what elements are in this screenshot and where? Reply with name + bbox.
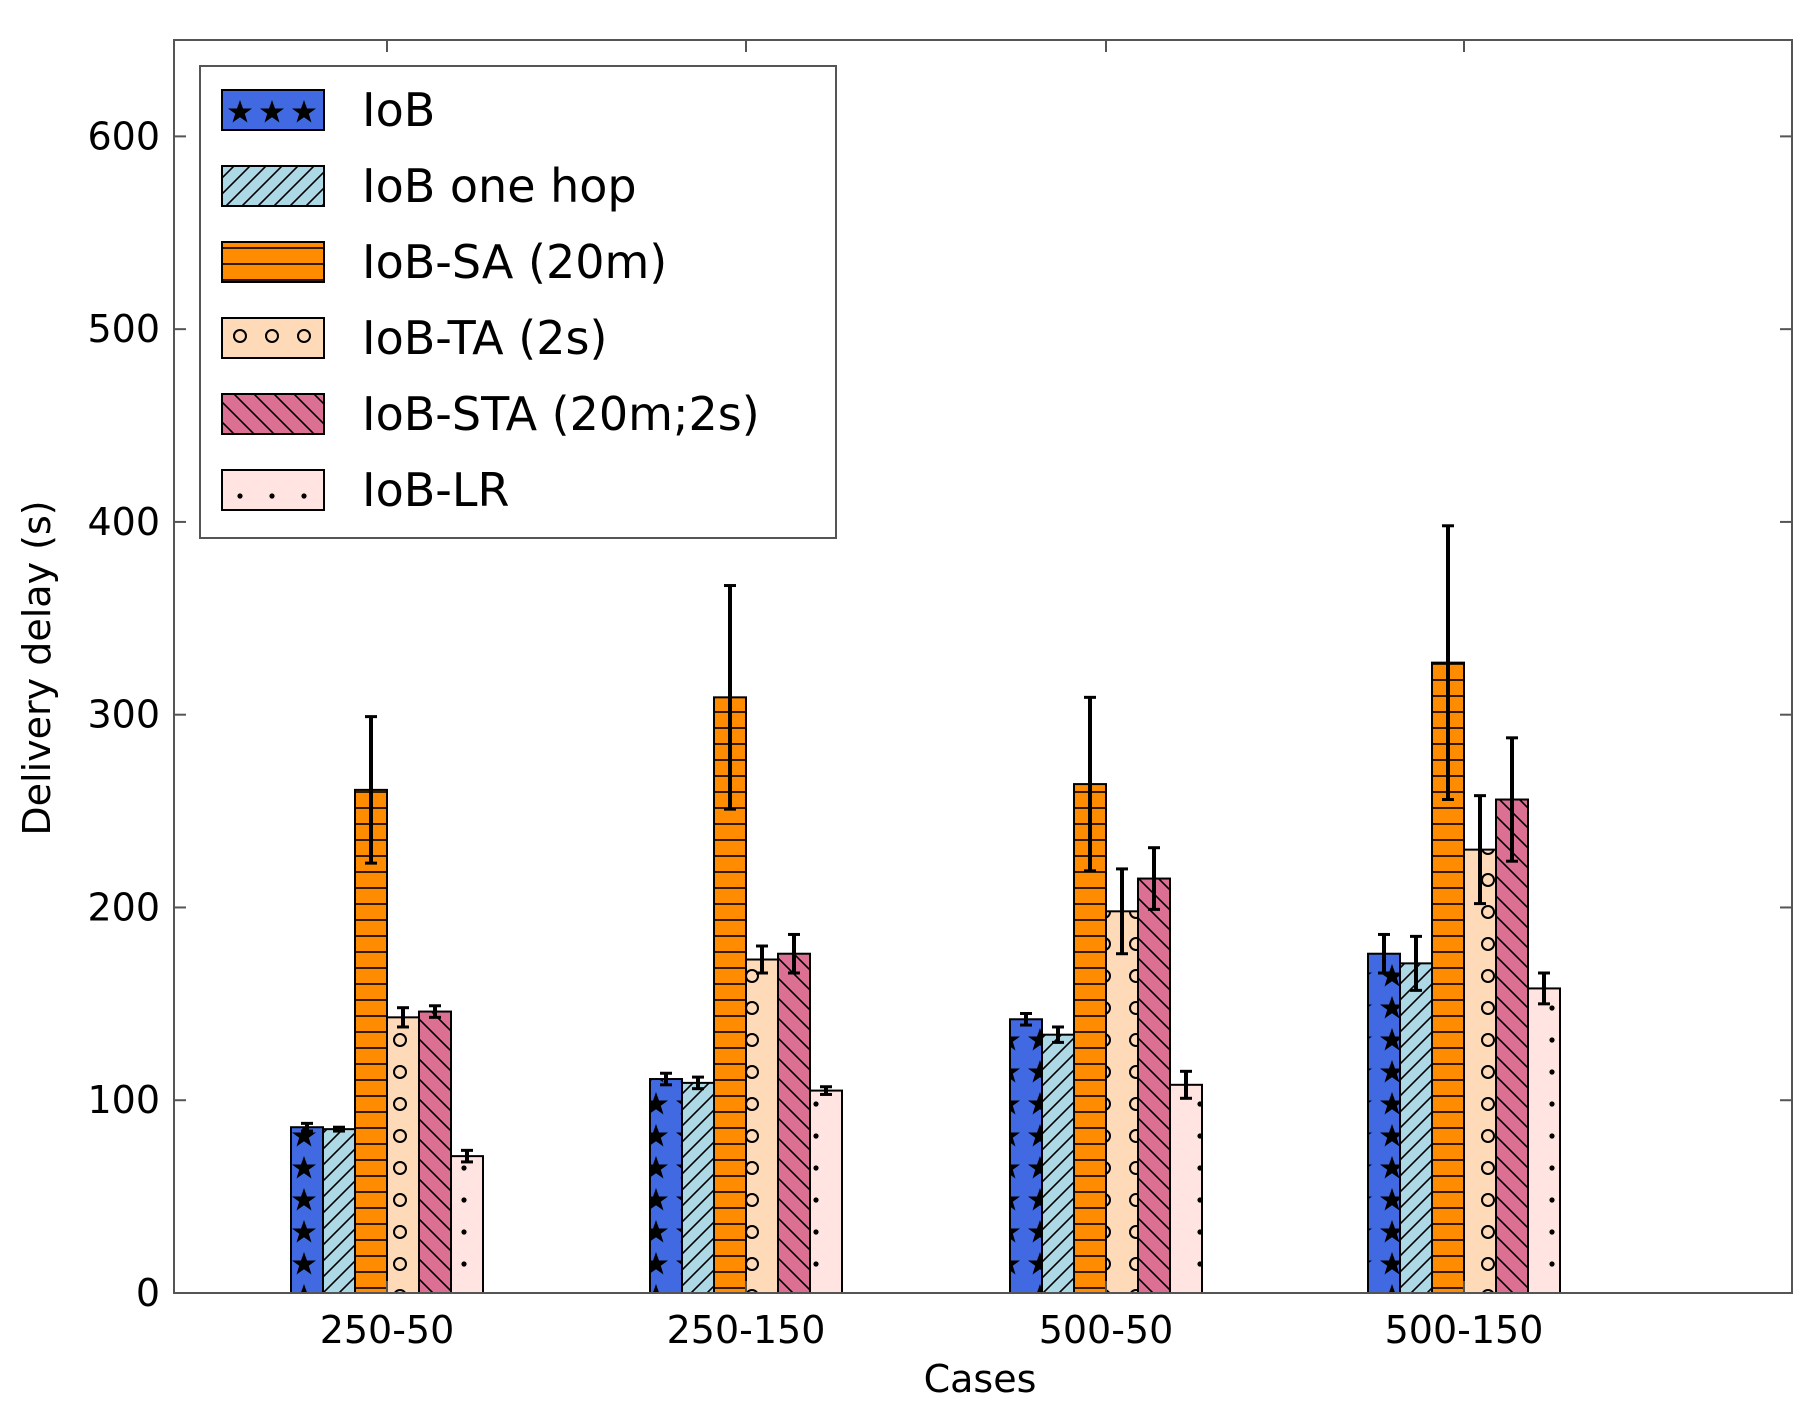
error-bar	[1442, 524, 1454, 802]
legend-label: IoB-TA (2s)	[362, 311, 607, 365]
series-iob-one-hop	[322, 934, 1433, 1295]
legend-item: IoB-TA (2s)	[221, 311, 607, 365]
error-bar	[1378, 932, 1390, 975]
y-tick-label: 500	[87, 307, 160, 351]
legend-box	[199, 65, 837, 539]
x-tick-label: 500-150	[1385, 1308, 1544, 1352]
legend-swatch	[221, 393, 325, 435]
y-tick-label: 0	[136, 1271, 160, 1315]
legend-swatch	[221, 165, 325, 207]
error-bar	[301, 1121, 313, 1133]
plot-frame	[173, 39, 1793, 1294]
y-tick-label: 100	[87, 1078, 160, 1122]
bar	[354, 788, 388, 1294]
bar	[1137, 877, 1171, 1294]
axes-layer: 0 100 200 300 400 500 600 250-50 250-150 500-50 50…	[87, 39, 1793, 1352]
legend-label: IoB-LR	[362, 463, 509, 517]
bar	[1041, 1033, 1075, 1294]
legend-label: IoB	[362, 83, 435, 137]
error-bar	[429, 1004, 441, 1019]
bar	[322, 1128, 356, 1294]
bar	[777, 952, 811, 1294]
legend-item: IoB-SA (20m)	[221, 235, 667, 289]
bar	[290, 1126, 324, 1295]
legend-item: IoB-LR	[221, 463, 509, 517]
x-tick-label: 500-50	[1039, 1308, 1174, 1352]
y-tick-label: 200	[87, 885, 160, 929]
bar	[418, 1010, 452, 1295]
error-bar	[1538, 971, 1550, 1006]
y-tick-label: 300	[87, 693, 160, 737]
error-bar	[724, 584, 736, 811]
error-bar	[333, 1125, 345, 1133]
legend-label: IoB one hop	[362, 159, 637, 213]
bar	[1463, 848, 1497, 1295]
bar	[1399, 962, 1433, 1294]
error-bar	[820, 1085, 832, 1096]
error-bar	[461, 1148, 473, 1164]
bar	[1527, 987, 1561, 1294]
error-bar	[1148, 846, 1160, 911]
series-iob-sa-20m	[354, 524, 1465, 1294]
series-iob-sta-20m-2s	[418, 736, 1529, 1295]
legend-label: IoB-STA (20m;2s)	[362, 387, 760, 441]
error-bar	[1410, 934, 1422, 992]
legend-item: IoB one hop	[221, 159, 637, 213]
bar	[1367, 952, 1401, 1294]
legend-label: IoB-SA (20m)	[362, 235, 667, 289]
error-bar	[1020, 1011, 1032, 1027]
bar	[1169, 1083, 1203, 1294]
series-iob	[290, 932, 1401, 1295]
error-bar	[1084, 695, 1096, 873]
x-tick-label: 250-150	[667, 1308, 826, 1352]
error-bar	[1116, 867, 1128, 956]
legend-swatch	[221, 469, 325, 511]
bar	[1495, 798, 1529, 1294]
legend: IoB IoB one hop IoB-SA (20m) IoB-TA (2s) IoB…	[199, 65, 837, 539]
error-bar	[756, 944, 768, 975]
legend-item: IoB-STA (20m;2s)	[221, 387, 760, 441]
y-tick-label: 600	[87, 114, 160, 158]
x-axis-title: Cases	[924, 1357, 1037, 1401]
series-iob-lr	[450, 971, 1561, 1294]
error-bar	[1180, 1069, 1192, 1100]
legend-swatch	[221, 317, 325, 359]
bar	[1009, 1018, 1043, 1294]
legend-item: IoB	[221, 83, 435, 137]
bar	[386, 1016, 420, 1295]
bars-layer	[290, 524, 1561, 1295]
error-bar	[397, 1006, 409, 1029]
y-tick-label: 400	[87, 500, 160, 544]
bar	[745, 958, 779, 1294]
error-bar	[692, 1075, 704, 1091]
bar	[649, 1078, 683, 1294]
series-iob-ta-2s	[386, 794, 1497, 1295]
error-bar	[1474, 794, 1486, 906]
bar	[450, 1155, 484, 1294]
legend-swatch	[221, 241, 325, 283]
x-tick-label: 250-50	[320, 1308, 455, 1352]
y-axis-title: Delivery delay (s)	[15, 500, 59, 835]
error-bar	[1506, 736, 1518, 863]
bar	[809, 1089, 843, 1294]
error-bar	[1052, 1025, 1064, 1044]
error-bar	[365, 715, 377, 865]
error-bar	[660, 1071, 672, 1087]
legend-swatch	[221, 89, 325, 131]
bar	[1105, 910, 1139, 1294]
error-bar	[788, 932, 800, 975]
bar	[681, 1081, 715, 1295]
